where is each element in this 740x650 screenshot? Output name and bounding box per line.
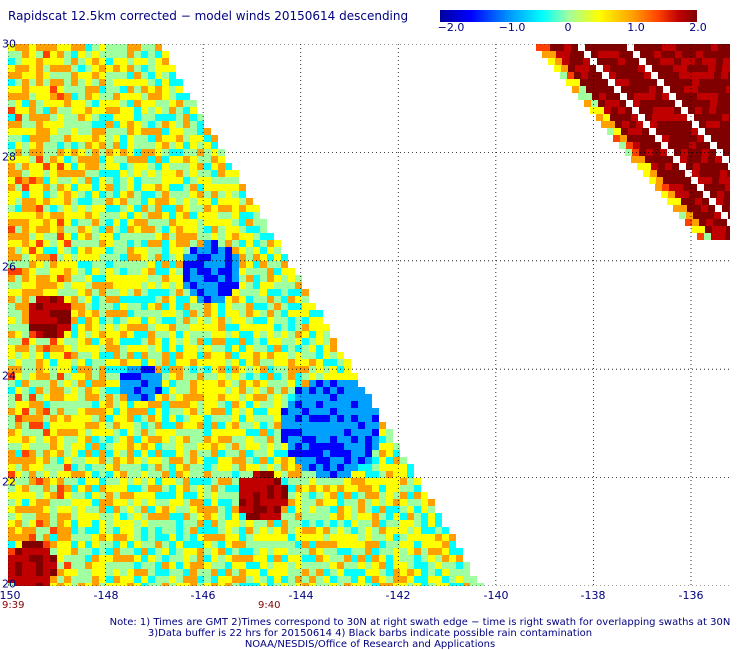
colorbar-label: −1.0 (498, 21, 526, 34)
swath-time: 9:40 (258, 600, 281, 611)
x-tick: -146 (190, 589, 216, 602)
x-tick: -138 (580, 589, 606, 602)
wind-map (8, 44, 730, 586)
wind-map-canvas (8, 44, 730, 586)
grid-lines (8, 44, 730, 586)
y-tick: 22 (2, 475, 16, 489)
colorbar (440, 10, 697, 22)
y-tick: 20 (2, 577, 16, 591)
x-tick: -142 (385, 589, 411, 602)
x-tick: -144 (288, 589, 314, 602)
y-tick: 30 (2, 37, 16, 51)
x-tick: -136 (678, 589, 704, 602)
colorbar-label: −2.0 (437, 21, 465, 34)
x-tick: -140 (483, 589, 509, 602)
colorbar-label: 0 (564, 21, 572, 34)
x-tick: -150 (0, 589, 21, 602)
y-tick: 28 (2, 150, 16, 164)
y-tick: 24 (2, 369, 16, 383)
swath-time: 9:39 (2, 600, 25, 611)
colorbar-label: 2.0 (689, 21, 707, 34)
y-tick: 26 (2, 260, 16, 274)
footnote-line-1: Note: 1) Times are GMT 2)Times correspon… (109, 617, 731, 628)
map-title: Rapidscat 12.5km corrected − model winds… (8, 9, 409, 23)
colorbar-label: 1.0 (627, 21, 645, 34)
swath-pixels (8, 44, 730, 586)
footnote-line-2: 3)Data buffer is 22 hrs for 20150614 4) … (147, 628, 593, 639)
x-tick: -148 (93, 589, 119, 602)
footnote-line-3: NOAA/NESDIS/Office of Research and Appli… (244, 639, 496, 650)
